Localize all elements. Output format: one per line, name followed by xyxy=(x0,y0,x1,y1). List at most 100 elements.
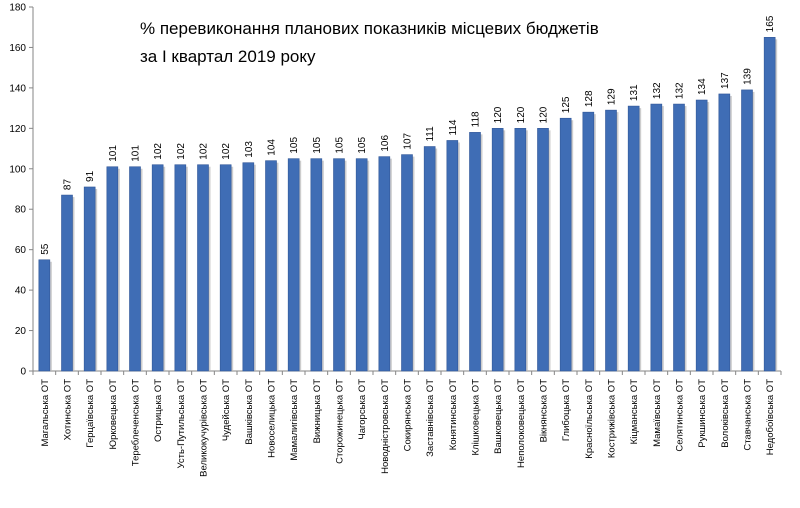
data-label: 132 xyxy=(652,82,663,99)
data-label: 137 xyxy=(720,72,731,89)
category-label: Недобоївська ОТ xyxy=(765,379,776,455)
category-label: Чагорська ОТ xyxy=(357,379,368,440)
chart-title-line-2: за І квартал 2019 року xyxy=(140,47,316,66)
y-tick-label: 180 xyxy=(9,3,26,14)
category-label: Кіцманська ОТ xyxy=(629,379,640,445)
data-label: 128 xyxy=(584,90,595,107)
data-label: 91 xyxy=(85,170,96,182)
bar xyxy=(559,117,572,372)
y-tick-label: 60 xyxy=(15,245,27,256)
category-label: Конятинська ОТ xyxy=(448,379,459,450)
bar xyxy=(38,259,51,372)
category-label: Острицька ОТ xyxy=(153,379,164,442)
bar xyxy=(174,164,187,372)
data-label: 101 xyxy=(131,145,142,162)
data-label: 102 xyxy=(221,143,232,160)
y-tick-label: 80 xyxy=(15,205,27,216)
chart-title-line-1: % перевиконання планових показників місц… xyxy=(140,19,599,38)
bar xyxy=(673,103,685,372)
data-label: 111 xyxy=(425,126,436,142)
category-label: Красноїльська ОТ xyxy=(584,379,595,459)
bar xyxy=(627,105,640,372)
category-label: Неполоковецька ОТ xyxy=(516,379,527,468)
y-tick-label: 160 xyxy=(9,43,26,54)
category-label: Селятинська ОТ xyxy=(675,379,686,452)
data-label: 102 xyxy=(176,143,187,160)
category-label: Тереблеченська ОТ xyxy=(131,379,142,466)
category-label: Чудейська ОТ xyxy=(221,379,232,441)
category-label: Клішковецька ОТ xyxy=(471,379,482,456)
data-label: 120 xyxy=(539,106,550,123)
data-label: 104 xyxy=(267,139,278,156)
y-tick-label: 120 xyxy=(9,124,26,135)
bar xyxy=(197,164,209,372)
bar xyxy=(401,154,413,372)
data-label: 102 xyxy=(153,143,164,160)
bar xyxy=(537,128,549,372)
data-label: 120 xyxy=(493,106,504,123)
category-labels: Магальська ОТ Хотинська ОТ Герцаївська ОТ Ю… xyxy=(40,379,776,477)
category-label: Магальська ОТ xyxy=(40,379,51,447)
category-label: Глибоцька ОТ xyxy=(561,379,572,441)
bar xyxy=(582,111,595,372)
bar xyxy=(106,166,119,372)
category-label: Вікнянська ОТ xyxy=(539,379,550,443)
bar xyxy=(741,89,753,372)
bar xyxy=(763,37,776,372)
bar xyxy=(242,162,255,372)
data-label: 105 xyxy=(312,137,323,154)
bar xyxy=(469,132,481,372)
bar xyxy=(151,164,164,372)
bar xyxy=(287,158,300,372)
bar xyxy=(514,128,527,372)
category-label: Ставчанська ОТ xyxy=(743,379,754,451)
y-tick-label: 40 xyxy=(15,286,27,297)
bar xyxy=(650,103,663,372)
category-label: Сторожинецька ОТ xyxy=(335,379,346,464)
bar xyxy=(695,99,708,372)
bar xyxy=(129,166,141,372)
category-label: Сокирянська ОТ xyxy=(403,379,414,452)
category-label: Новоселицька ОТ xyxy=(267,379,278,458)
bar xyxy=(355,158,368,372)
data-label: 118 xyxy=(471,111,482,127)
data-label: 106 xyxy=(380,135,391,152)
data-label: 55 xyxy=(40,243,51,255)
category-label: Мамалигівська ОТ xyxy=(289,379,300,461)
data-label: 87 xyxy=(63,179,74,191)
category-label: Герцаївська ОТ xyxy=(85,379,96,448)
data-label: 101 xyxy=(108,145,119,162)
data-label: 132 xyxy=(675,82,686,99)
category-label: Заставнівська ОТ xyxy=(425,379,436,457)
category-label: Рукшинська ОТ xyxy=(697,379,708,448)
bar xyxy=(219,164,232,372)
category-label: Вашківська ОТ xyxy=(244,379,255,445)
bar xyxy=(491,128,504,372)
category-label: Хотинська ОТ xyxy=(63,379,74,441)
category-label: Кострижівська ОТ xyxy=(607,379,618,458)
data-label: 120 xyxy=(516,106,527,123)
data-label: 131 xyxy=(629,84,640,101)
data-label: 105 xyxy=(335,137,346,154)
y-tick-label: 140 xyxy=(9,83,26,94)
data-label: 105 xyxy=(357,137,368,154)
bar xyxy=(423,146,436,372)
category-label: Юрковецька ОТ xyxy=(108,379,119,450)
y-tick-label: 100 xyxy=(9,164,26,175)
data-label: 105 xyxy=(289,137,300,154)
data-label: 134 xyxy=(697,78,708,95)
data-label: 165 xyxy=(765,15,776,32)
data-label: 139 xyxy=(743,68,754,85)
data-label: 102 xyxy=(199,143,210,160)
category-label: Новодністровська ОТ xyxy=(380,379,391,474)
bar xyxy=(333,158,345,372)
bar xyxy=(718,93,731,372)
data-label: 125 xyxy=(561,96,572,113)
y-tick-label: 20 xyxy=(15,326,27,337)
data-labels: 55 87 91 101 101 102 102 102 102 103 104 105 105 105 1… xyxy=(40,15,776,255)
bar xyxy=(265,160,277,372)
category-label: Волоківська ОТ xyxy=(720,379,731,448)
category-label: Мамаївська ОТ xyxy=(652,379,663,447)
bar xyxy=(83,186,96,372)
